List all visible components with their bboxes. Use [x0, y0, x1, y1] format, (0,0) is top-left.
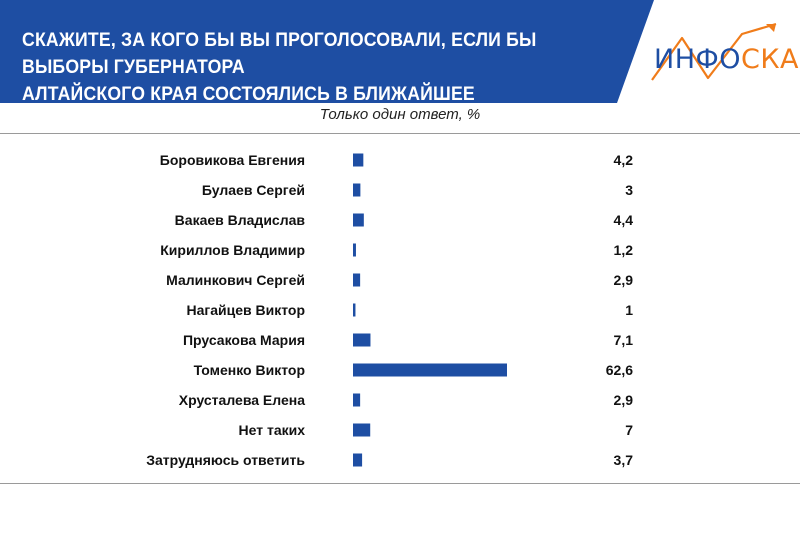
top-divider	[0, 133, 800, 134]
title-line-1: Скажите, за кого бы вы проголосовали, ес…	[22, 30, 537, 78]
category-label: Затрудняюсь ответить	[146, 452, 305, 468]
logo-text-scan: СКАН	[741, 44, 800, 75]
value-label: 62,6	[606, 362, 633, 378]
value-label: 4,4	[614, 212, 634, 228]
value-label: 3,7	[614, 452, 634, 468]
infoscan-logo: ИНФОСКАН	[650, 20, 800, 90]
bar	[353, 153, 364, 167]
header-banner: Скажите, за кого бы вы проголосовали, ес…	[0, 0, 800, 132]
logo-text: ИНФОСКАН	[654, 44, 800, 75]
bar	[353, 333, 371, 347]
bar	[353, 303, 356, 317]
logo-text-info: ИНФО	[654, 44, 741, 75]
bar	[353, 423, 371, 437]
category-label: Нет таких	[239, 422, 306, 438]
value-label: 2,9	[614, 392, 634, 408]
bar	[353, 273, 361, 287]
bar	[353, 183, 361, 197]
value-label: 1	[625, 302, 633, 318]
bottom-divider	[0, 483, 800, 484]
category-label: Томенко Виктор	[194, 362, 305, 378]
chart-title: Скажите, за кого бы вы проголосовали, ес…	[22, 27, 617, 135]
bar	[353, 243, 356, 257]
value-label: 7	[625, 422, 633, 438]
category-label: Нагайцев Виктор	[186, 302, 305, 318]
category-label: Вакаев Владислав	[175, 212, 306, 228]
category-label: Кириллов Владимир	[160, 242, 305, 258]
category-label: Малинкович Сергей	[166, 272, 305, 288]
bar	[353, 213, 364, 227]
value-label: 3	[625, 182, 633, 198]
bar	[353, 453, 363, 467]
category-label: Боровикова Евгения	[160, 152, 305, 168]
value-label: 1,2	[614, 242, 634, 258]
chart-subtitle: Только один ответ, %	[319, 106, 481, 123]
category-label: Булаев Сергей	[202, 182, 305, 198]
bar	[353, 393, 361, 407]
logo-trend-arrow-icon	[651, 22, 777, 81]
category-label: Хрусталева Елена	[179, 392, 305, 408]
value-label: 7,1	[614, 332, 634, 348]
category-label: Прусакова Мария	[183, 332, 305, 348]
title-line-2: Алтайского края состоялись в ближайшее в…	[22, 84, 475, 132]
value-label: 4,2	[614, 152, 634, 168]
bar	[353, 363, 507, 377]
header-band	[0, 0, 654, 103]
value-label: 2,9	[614, 272, 634, 288]
